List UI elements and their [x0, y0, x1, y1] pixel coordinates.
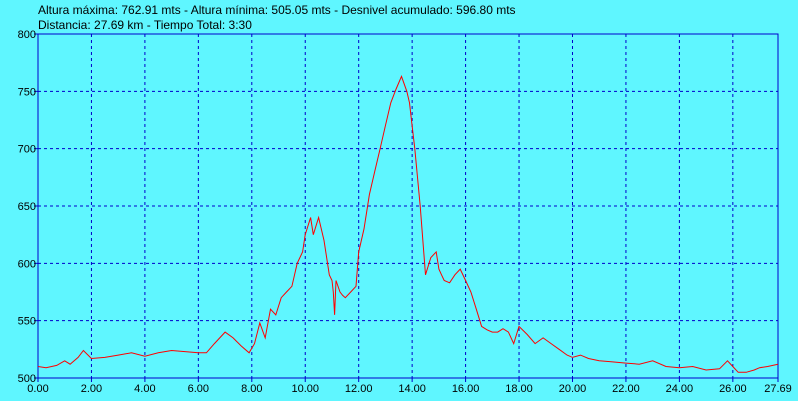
x-tick-label: 16.00 — [452, 383, 480, 395]
x-tick-label: 27.69 — [764, 383, 792, 395]
y-tick-label: 750 — [18, 86, 36, 98]
x-tick-label: 10.00 — [291, 383, 319, 395]
x-tick-label: 20.00 — [559, 383, 587, 395]
x-tick-label: 8.00 — [241, 383, 262, 395]
x-tick-label: 18.00 — [505, 383, 533, 395]
x-tick-label: 24.00 — [666, 383, 694, 395]
x-tick-label: 6.00 — [188, 383, 209, 395]
x-tick-label: 12.00 — [345, 383, 373, 395]
y-tick-label: 600 — [18, 258, 36, 270]
x-tick-label: 14.00 — [398, 383, 426, 395]
y-tick-label: 550 — [18, 316, 36, 328]
y-tick-label: 800 — [18, 29, 36, 41]
x-tick-label: 0.00 — [27, 383, 48, 395]
y-tick-label: 650 — [18, 201, 36, 213]
y-tick-label: 500 — [18, 373, 36, 385]
elevation-line — [37, 75, 779, 373]
distance-time-line: Distancia: 27.69 km - Tiempo Total: 3:30 — [38, 18, 252, 32]
x-tick-label: 2.00 — [81, 383, 102, 395]
x-tick-label: 22.00 — [612, 383, 640, 395]
y-tick-label: 700 — [18, 144, 36, 156]
x-tick-label: 26.00 — [719, 383, 747, 395]
grid-lines — [38, 34, 778, 378]
x-tick-label: 4.00 — [134, 383, 155, 395]
stats-summary-line: Altura máxima: 762.91 mts - Altura mínim… — [38, 3, 516, 17]
axis-ticks: 0.00 2.00 4.00 6.00 8.00 10.00 12.00 14.00 16.00… — [18, 29, 792, 395]
